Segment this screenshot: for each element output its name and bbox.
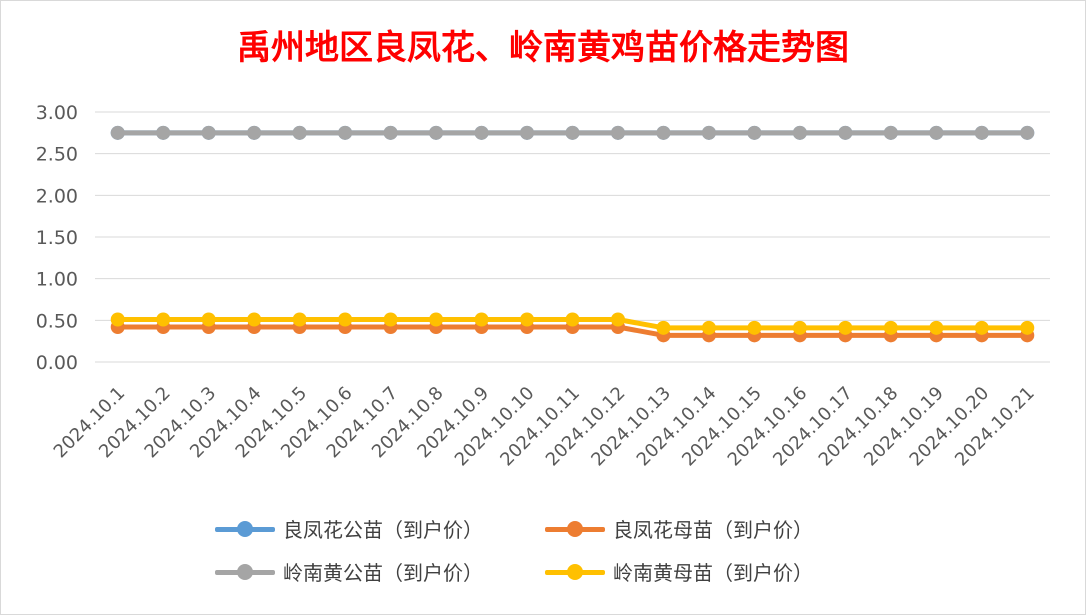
chart-title: 禹州地区良凤花、岭南黄鸡苗价格走势图 (237, 28, 849, 68)
legend-item: 良凤花母苗（到户价） (545, 514, 875, 543)
data-point (429, 312, 444, 327)
data-point (247, 125, 262, 140)
y-tick-label: 2.50 (36, 144, 78, 166)
data-point (1020, 125, 1035, 140)
data-point (520, 312, 535, 327)
data-point (565, 312, 580, 327)
legend-label: 岭南黄公苗（到户价） (283, 561, 483, 585)
data-point (338, 125, 353, 140)
data-point (520, 125, 535, 140)
y-tick-label: 0.00 (36, 352, 78, 374)
legend-swatch (215, 519, 275, 539)
data-point (747, 125, 762, 140)
data-point (201, 312, 216, 327)
data-point (429, 125, 444, 140)
data-point (792, 320, 807, 335)
legend-label: 良凤花公苗（到户价） (283, 518, 483, 542)
y-tick-label: 1.00 (36, 269, 78, 291)
data-point (292, 312, 307, 327)
legend-swatch (545, 519, 605, 539)
legend-item: 良凤花公苗（到户价） (215, 514, 545, 543)
data-point (974, 320, 989, 335)
data-point (383, 125, 398, 140)
data-point (110, 312, 125, 327)
legend-swatch (545, 562, 605, 582)
legend-item: 岭南黄母苗（到户价） (545, 557, 875, 586)
legend-label: 良凤花母苗（到户价） (613, 518, 813, 542)
data-point (883, 125, 898, 140)
y-tick-label: 0.50 (36, 310, 78, 332)
data-point (338, 312, 353, 327)
legend-label: 岭南黄母苗（到户价） (613, 561, 813, 585)
data-point (565, 125, 580, 140)
data-point (838, 320, 853, 335)
data-point (201, 125, 216, 140)
data-point (474, 312, 489, 327)
data-point (701, 320, 716, 335)
data-point (929, 125, 944, 140)
data-point (474, 125, 489, 140)
data-point (656, 125, 671, 140)
legend-item: 岭南黄公苗（到户价） (215, 557, 545, 586)
data-point (656, 320, 671, 335)
chart-legend: 良凤花公苗（到户价） 良凤花母苗（到户价） 岭南黄公苗（到户价） 岭南黄母苗（到户价） (215, 514, 895, 586)
data-point (156, 312, 171, 327)
legend-swatch (215, 562, 275, 582)
data-point (610, 312, 625, 327)
y-tick-label: 2.00 (36, 185, 78, 207)
data-point (747, 320, 762, 335)
data-point (292, 125, 307, 140)
data-point (110, 125, 125, 140)
data-point (974, 125, 989, 140)
y-tick-label: 3.00 (36, 102, 78, 124)
data-point (156, 125, 171, 140)
data-point (792, 125, 807, 140)
data-point (610, 125, 625, 140)
data-point (1020, 320, 1035, 335)
data-point (929, 320, 944, 335)
data-point (883, 320, 898, 335)
data-point (383, 312, 398, 327)
y-tick-label: 1.50 (36, 227, 78, 249)
data-point (838, 125, 853, 140)
data-point (247, 312, 262, 327)
data-point (701, 125, 716, 140)
